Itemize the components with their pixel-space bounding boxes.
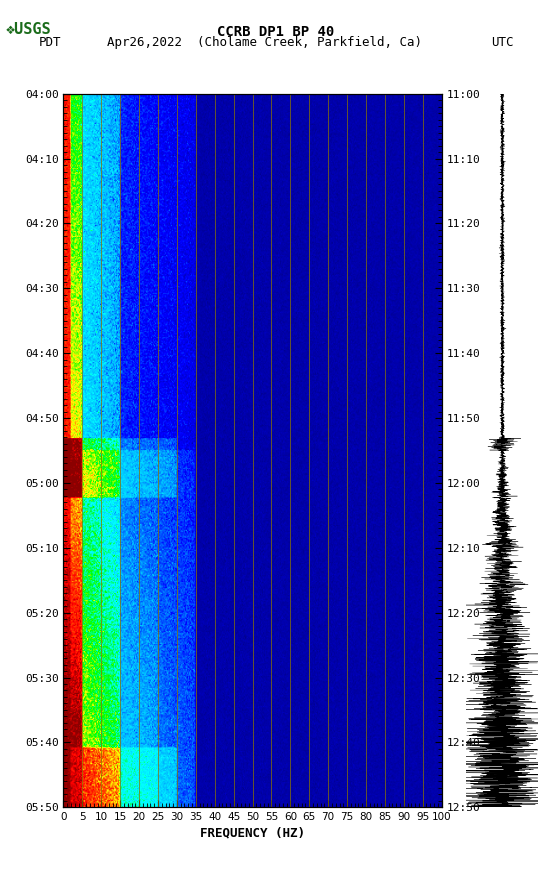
Text: PDT: PDT xyxy=(39,36,61,49)
Text: ❖USGS: ❖USGS xyxy=(6,22,51,37)
Text: CCRB DP1 BP 40: CCRB DP1 BP 40 xyxy=(217,25,335,39)
X-axis label: FREQUENCY (HZ): FREQUENCY (HZ) xyxy=(200,826,305,839)
Text: Apr26,2022  (Cholame Creek, Parkfield, Ca): Apr26,2022 (Cholame Creek, Parkfield, Ca… xyxy=(108,36,422,49)
Text: UTC: UTC xyxy=(491,36,513,49)
